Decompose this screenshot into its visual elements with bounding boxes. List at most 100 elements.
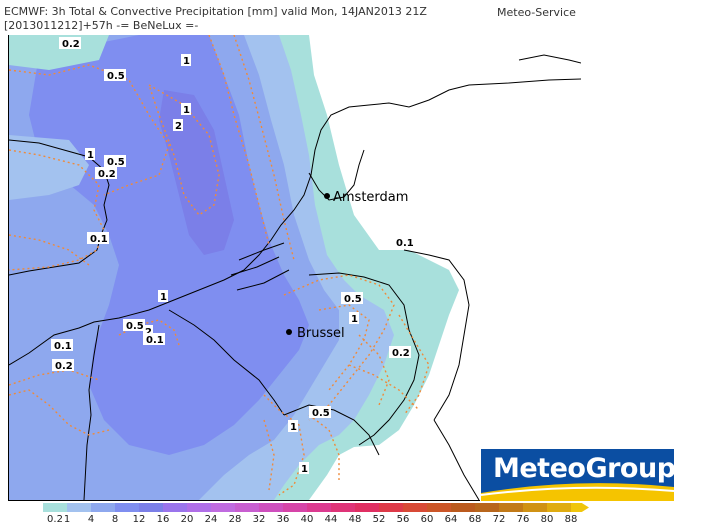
legend-swatch <box>259 503 283 512</box>
legend-swatch <box>403 503 427 512</box>
legend-label: 76 <box>516 514 530 525</box>
svg-text:1: 1 <box>160 292 167 303</box>
legend-label: 56 <box>396 514 410 525</box>
contour-label: 1 <box>288 420 298 433</box>
contour-label: 0.1 <box>51 339 73 352</box>
legend-label: 72 <box>492 514 506 525</box>
svg-text:2: 2 <box>145 327 152 338</box>
city-dot-brussel <box>286 329 292 335</box>
legend-swatch <box>499 503 523 512</box>
legend-swatch <box>43 503 67 512</box>
contour-label: 0.5 <box>104 155 126 168</box>
legend-swatch <box>379 503 403 512</box>
legend-swatch <box>235 503 259 512</box>
precipitation-legend: 0.2 1 4 8 12 16 20 24 28 32 36 40 44 48 52 56 60 64 68 72 76… <box>43 502 589 528</box>
legend-label: 32 <box>252 514 266 525</box>
contour-label: 0.2 <box>389 346 411 359</box>
svg-text:2: 2 <box>175 121 182 132</box>
svg-text:0.1: 0.1 <box>90 234 108 245</box>
svg-text:1: 1 <box>183 105 190 116</box>
legend-swatch <box>163 503 187 512</box>
logo-graphic <box>481 449 674 501</box>
logo-text: MeteoGroup <box>493 453 676 484</box>
contour-label: 1 <box>181 54 191 67</box>
svg-text:0.2: 0.2 <box>98 169 116 180</box>
legend-label: 44 <box>324 514 338 525</box>
city-dot-amsterdam <box>324 193 330 199</box>
legend-label: 52 <box>372 514 386 525</box>
legend-label: 28 <box>228 514 242 525</box>
svg-text:0.5: 0.5 <box>312 408 330 419</box>
svg-text:0.1: 0.1 <box>54 341 72 352</box>
legend-label: 20 <box>180 514 194 525</box>
contour-label: 1 <box>181 103 191 116</box>
legend-swatch <box>331 503 355 512</box>
contour-label: 2 <box>173 119 183 132</box>
legend-swatch <box>67 503 91 512</box>
country-borders <box>83 54 581 500</box>
contour-label: 0.5 <box>104 69 126 82</box>
precip-zone-light-nw <box>9 35 109 70</box>
legend-swatch <box>187 503 211 512</box>
legend-label: 24 <box>204 514 218 525</box>
legend-label: 36 <box>276 514 290 525</box>
legend-label: 4 <box>87 514 95 525</box>
legend-swatch <box>547 503 571 512</box>
map-header: ECMWF: 3h Total & Convective Precipitati… <box>0 0 580 34</box>
city-label-amsterdam: Amsterdam <box>333 190 408 205</box>
svg-text:0.2: 0.2 <box>55 361 73 372</box>
contour-label: 0.5 <box>123 319 145 332</box>
legend-label: 64 <box>444 514 458 525</box>
svg-text:1: 1 <box>183 56 190 67</box>
svg-text:0.5: 0.5 <box>107 71 125 82</box>
svg-text:0.2: 0.2 <box>62 39 80 50</box>
contour-label: 1 <box>158 290 168 303</box>
legend-swatch <box>91 503 115 512</box>
contour-label: 0.5 <box>341 292 363 305</box>
legend-swatch <box>355 503 379 512</box>
svg-text:0.1: 0.1 <box>146 335 164 346</box>
legend-label: 68 <box>468 514 482 525</box>
legend-label: 48 <box>348 514 362 525</box>
city-label-brussel: Brussel <box>297 326 345 341</box>
coastlines <box>9 78 581 366</box>
svg-text:0.2: 0.2 <box>392 348 410 359</box>
precip-zone-12 <box>159 90 234 255</box>
contour-labels: 0.2 0.5 1 1 2 1 0.5 0.2 0.1 0.1 1 0.5 1 … <box>51 37 415 475</box>
meteogroup-logo: MeteoGroup <box>480 448 676 502</box>
svg-text:1: 1 <box>301 464 308 475</box>
legend-swatch <box>571 503 589 512</box>
svg-text:1: 1 <box>351 314 358 325</box>
legend-label: 88 <box>564 514 578 525</box>
legend-swatch <box>451 503 475 512</box>
legend-swatch <box>475 503 499 512</box>
map-canvas: Amsterdam Brussel 0.2 0.5 1 1 2 1 0.5 0.… <box>9 35 581 500</box>
legend-label: 40 <box>300 514 314 525</box>
contour-label: 0.1 <box>393 236 415 249</box>
contour-label: 1 <box>85 148 95 161</box>
convective-contours <box>9 35 430 496</box>
map-title: ECMWF: 3h Total & Convective Precipitati… <box>4 5 427 18</box>
svg-text:1: 1 <box>87 150 94 161</box>
contour-label: 1 <box>299 462 309 475</box>
svg-text:0.5: 0.5 <box>126 321 144 332</box>
legend-swatch <box>427 503 451 512</box>
contour-label: 0.2 <box>59 37 81 50</box>
legend-label: 60 <box>420 514 434 525</box>
legend-swatch <box>523 503 547 512</box>
precipitation-map: Amsterdam Brussel 0.2 0.5 1 1 2 1 0.5 0.… <box>8 35 581 501</box>
contour-label: 0.2 <box>95 167 117 180</box>
contour-label: 2 <box>143 325 153 338</box>
legend-swatch <box>283 503 307 512</box>
legend-label: 1 <box>63 514 71 525</box>
precip-zone-8 <box>29 35 309 455</box>
legend-swatch <box>115 503 139 512</box>
legend-label: 8 <box>111 514 119 525</box>
contour-label: 0.2 <box>52 359 74 372</box>
brand-label: Meteo-Service <box>497 6 576 19</box>
legend-swatch <box>211 503 235 512</box>
legend-label: 0.2 <box>47 514 63 525</box>
legend-label: 16 <box>156 514 170 525</box>
contour-label: 0.1 <box>87 232 109 245</box>
legend-swatch <box>139 503 163 512</box>
